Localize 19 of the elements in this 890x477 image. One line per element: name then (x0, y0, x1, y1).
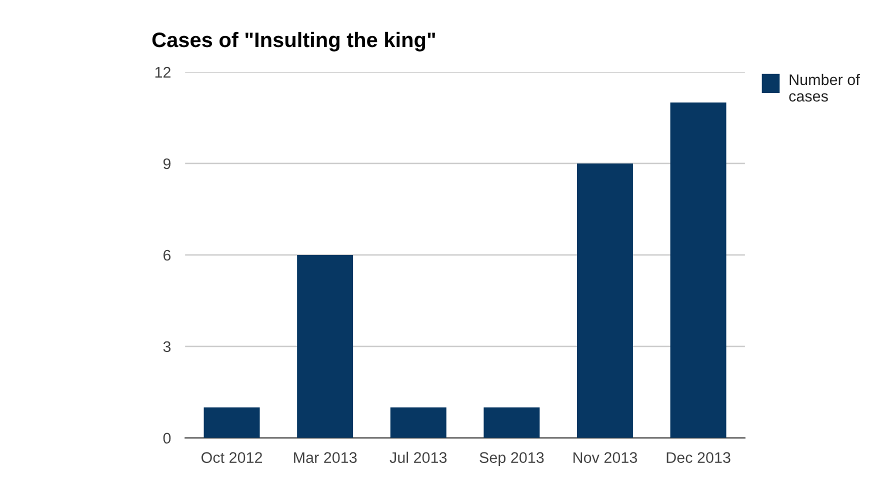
bar (576, 163, 633, 438)
bar (390, 407, 446, 438)
y-tick-label: 0 (163, 432, 171, 444)
bar (297, 254, 354, 438)
legend-label: Number of cases (789, 74, 860, 102)
x-tick-label: Nov 2013 (574, 452, 638, 463)
y-tick-label: 3 (163, 341, 171, 352)
y-tick-label: 6 (164, 250, 171, 261)
x-tick-label: Jul 2013 (390, 452, 447, 463)
x-tick-label: Oct 2012 (201, 452, 262, 463)
x-tick-label: Dec 2013 (666, 452, 730, 463)
bar (204, 407, 260, 438)
y-tick-label: 12 (155, 66, 170, 78)
y-tick-label: 9 (163, 158, 171, 170)
x-tick-label: Sep 2013 (480, 452, 544, 466)
bar (670, 102, 726, 438)
chart-title: Cases of "Insulting the king" (152, 32, 435, 52)
x-tick-label: Mar 2013 (294, 452, 357, 463)
bar (484, 407, 540, 438)
